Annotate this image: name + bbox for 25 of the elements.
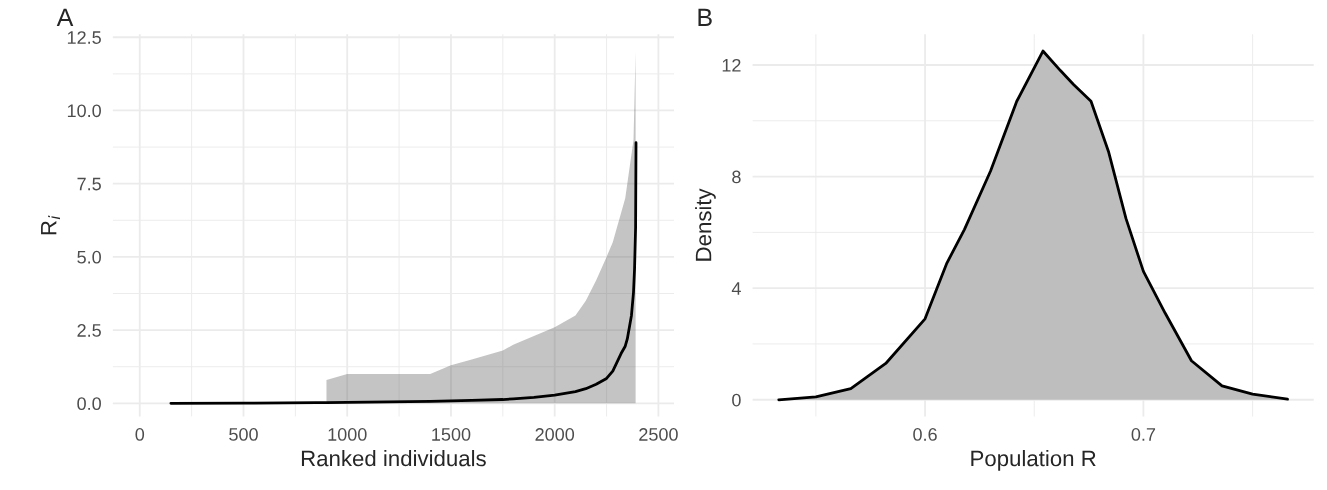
x-axis-title: Ranked individuals xyxy=(301,450,486,467)
chart-title: A xyxy=(56,8,74,26)
y-tick-label: 0.0 xyxy=(77,397,101,411)
y-tick-label: 7.5 xyxy=(77,177,101,191)
y-tick-label: 8 xyxy=(732,170,741,184)
y-tick-label: 4 xyxy=(731,282,741,295)
y-axis-title: Density xyxy=(695,188,716,261)
x-tick-label: 0.6 xyxy=(913,428,937,441)
y-axis-title: R$_{i}$ xyxy=(41,215,60,235)
x-tick-label: 0.7 xyxy=(1131,428,1156,441)
x-axis-title: Population R xyxy=(971,450,1096,471)
y-tick-label: 2.5 xyxy=(77,324,101,337)
x-tick-label: 0 xyxy=(135,428,145,441)
y-tick-label: 5.0 xyxy=(77,250,101,264)
x-tick-label: 1500 xyxy=(432,428,471,441)
x-tick-label: 1000 xyxy=(328,428,367,441)
x-tick-label: 2500 xyxy=(639,428,678,441)
chart-title: B xyxy=(698,8,712,26)
y-tick-label: 12 xyxy=(722,58,741,72)
y-tick-label: 12.5 xyxy=(67,31,101,44)
y-tick-label: 0 xyxy=(732,393,741,407)
y-tick-label: 10.0 xyxy=(67,104,101,118)
line-series xyxy=(169,141,638,405)
x-tick-label: 500 xyxy=(229,428,258,441)
x-tick-label: 2000 xyxy=(535,428,575,441)
